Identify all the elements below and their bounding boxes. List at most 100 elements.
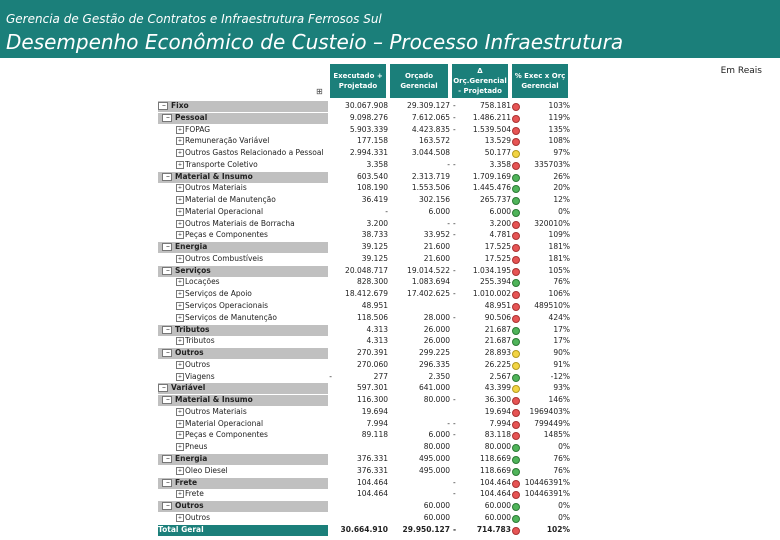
orcado-cell: 6.000 (428, 430, 450, 440)
expand-icon[interactable]: + (176, 149, 184, 158)
table-row[interactable]: + Óleo Diesel 376.331 495.000 118.669 76% (158, 466, 578, 478)
row-label: + Outros (158, 513, 328, 524)
table-row[interactable]: + Viagens -277 2.350 2.567 -12% (158, 372, 578, 384)
expand-icon[interactable]: + (176, 254, 184, 263)
collapse-icon[interactable]: − (162, 396, 172, 405)
table-row[interactable]: − Outros 60.000 60.000 0% (158, 501, 578, 513)
collapse-icon[interactable]: − (162, 243, 172, 252)
expand-icon[interactable]: + (176, 407, 184, 416)
pivot-table: − Fixo 30.067.908 29.309.127-758.181 103% − Pe… (158, 101, 578, 536)
table-row[interactable]: − Outros 270.391 299.225 28.893 90% (158, 348, 578, 360)
table-row[interactable]: + Transporte Coletivo 3.358 - - 3.358 335703% (158, 160, 578, 172)
executado-cell: 48.951 (361, 301, 388, 311)
table-row[interactable]: + Outros 60.000 60.000 0% (158, 513, 578, 525)
expand-icon[interactable]: + (176, 419, 184, 428)
table-row[interactable]: + Pneus 80.000 80.000 0% (158, 442, 578, 454)
expand-icon[interactable]: + (176, 302, 184, 311)
table-row[interactable]: − Variável 597.301 641.000 43.399 93% (158, 383, 578, 395)
table-row[interactable]: + Material de Manutenção 36.419 302.156 265.… (158, 195, 578, 207)
collapse-icon[interactable]: − (162, 113, 172, 122)
expand-icon[interactable]: + (176, 207, 184, 216)
expand-icon[interactable]: + (176, 160, 184, 169)
expand-icon[interactable]: + (176, 513, 184, 522)
table-row[interactable]: + Outros Gastos Relacionado a Pessoal 2.99… (158, 148, 578, 160)
row-label: − Outros (158, 348, 328, 360)
expand-icon[interactable]: + (176, 278, 184, 287)
row-label-text: Remuneração Variável (185, 136, 270, 146)
collapse-icon[interactable]: − (158, 384, 168, 393)
filter-icon[interactable]: ⊞ (316, 87, 323, 96)
collapse-icon[interactable]: − (158, 102, 168, 110)
table-row[interactable]: + Locações 828.300 1.083.694 255.394 76% (158, 277, 578, 289)
table-row[interactable]: − Fixo 30.067.908 29.309.127- 758.181 103% (158, 101, 578, 113)
expand-icon[interactable]: + (176, 466, 184, 475)
table-row[interactable]: + Tributos 4.313 26.000 21.687 17% (158, 336, 578, 348)
row-label: + Serviços de Apoio (158, 289, 328, 300)
collapse-icon[interactable]: − (162, 172, 172, 181)
table-row[interactable]: − Material & Insumo 603.540 2.313.719 1.709.… (158, 171, 578, 184)
collapse-icon[interactable]: − (162, 349, 172, 358)
sign-cell: - (453, 101, 456, 110)
column-header-executado[interactable]: Executado + Projetado (330, 64, 386, 98)
table-row[interactable]: − Tributos 4.313 26.000 21.687 17% (158, 324, 578, 337)
column-header-orcado[interactable]: Orçado Gerencial (390, 64, 448, 98)
expand-icon[interactable]: + (176, 137, 184, 146)
row-label-text: Material & Insumo (175, 395, 253, 405)
collapse-icon[interactable]: − (162, 266, 172, 275)
table-row[interactable]: + Serviços Operacionais 48.951 48.951 489510… (158, 301, 578, 313)
table-row[interactable]: + Outros Materiais 19.694 19.694 1969403% (158, 407, 578, 419)
table-row[interactable]: + Serviços de Apoio 18.412.679 17.402.625- 1… (158, 289, 578, 301)
expand-icon[interactable]: + (176, 231, 184, 240)
table-row[interactable]: − Material & Insumo 116.300 80.000- 36.300 14… (158, 395, 578, 407)
expand-icon[interactable]: + (176, 443, 184, 452)
table-row[interactable]: + Outros Materiais 108.190 1.553.506 1.445.4… (158, 183, 578, 195)
percent-cell: 97% (553, 148, 570, 158)
collapse-icon[interactable]: − (162, 478, 172, 487)
table-row[interactable]: + Outros 270.060 296.335 26.225 91% (158, 360, 578, 372)
collapse-icon[interactable]: − (162, 502, 172, 511)
table-row[interactable]: + Outros Materiais de Borracha 3.200 - - 3.20… (158, 219, 578, 231)
expand-icon[interactable]: + (176, 196, 184, 205)
percent-cell: 91% (553, 359, 570, 369)
table-row[interactable]: + FOPAG 5.903.339 4.423.835- 1.539.504 135% (158, 125, 578, 137)
column-header-percent[interactable]: % Exec x Orç Gerencial (512, 64, 568, 98)
expand-icon[interactable]: + (176, 219, 184, 228)
table-row[interactable]: Total Geral 30.664.910 29.950.127- 714.783 1… (158, 524, 578, 537)
status-red-icon (512, 161, 520, 170)
delta-cell: 17.525 (484, 253, 511, 263)
table-row[interactable]: + Peças e Componentes 38.733 33.952- 4.781 10… (158, 230, 578, 242)
expand-icon[interactable]: + (176, 184, 184, 193)
expand-icon[interactable]: + (176, 372, 184, 381)
executado-cell: 9.098.276 (349, 112, 388, 122)
table-row[interactable]: + Material Operacional 7.994 - - 7.994 799449% (158, 419, 578, 431)
table-row[interactable]: + Remuneração Variável 177.158 163.572 13.52… (158, 136, 578, 148)
table-row[interactable]: − Serviços 20.048.717 19.014.522- 1.034.195 1… (158, 265, 578, 278)
table-row[interactable]: + Serviços de Manutenção 118.506 28.000- 90.… (158, 313, 578, 325)
collapse-icon[interactable]: − (162, 454, 172, 463)
table-row[interactable]: − Frete 104.464 - 104.464 10446391% (158, 477, 578, 490)
orcado-cell: 60.000 (423, 501, 450, 511)
expand-icon[interactable]: + (176, 125, 184, 134)
table-row[interactable]: − Energia 39.125 21.600 17.525 181% (158, 242, 578, 254)
percent-cell: -12% (550, 371, 570, 381)
column-header-delta[interactable]: Δ Orç.Gerencial - Projetado (452, 64, 508, 98)
row-label-text: Serviços de Apoio (185, 289, 252, 299)
expand-icon[interactable]: + (176, 313, 184, 322)
collapse-icon[interactable]: − (162, 325, 172, 334)
table-row[interactable]: + Frete 104.464 - 104.464 10446391% (158, 489, 578, 501)
table-row[interactable]: + Material Operacional - 6.000 6.000 0% (158, 207, 578, 219)
expand-icon[interactable]: + (176, 290, 184, 299)
table-row[interactable]: + Peças e Componentes 89.118 6.000- 83.118 14… (158, 430, 578, 442)
table-row[interactable]: + Outros Combustíveis 39.125 21.600 17.525 18… (158, 254, 578, 266)
executado-cell: 30.664.910 (340, 524, 388, 534)
expand-icon[interactable]: + (176, 337, 184, 346)
table-row[interactable]: − Energia 376.331 495.000 118.669 76% (158, 453, 578, 466)
table-row[interactable]: − Pessoal 9.098.276 7.612.065- 1.486.211 119% (158, 112, 578, 125)
orcado-cell: 21.600 (423, 242, 450, 252)
percent-cell: 1969403% (529, 406, 570, 416)
expand-icon[interactable]: + (176, 360, 184, 369)
row-label: − Energia (158, 242, 328, 254)
executado-cell: 4.313 (366, 324, 388, 334)
expand-icon[interactable]: + (176, 431, 184, 440)
expand-icon[interactable]: + (176, 490, 184, 499)
